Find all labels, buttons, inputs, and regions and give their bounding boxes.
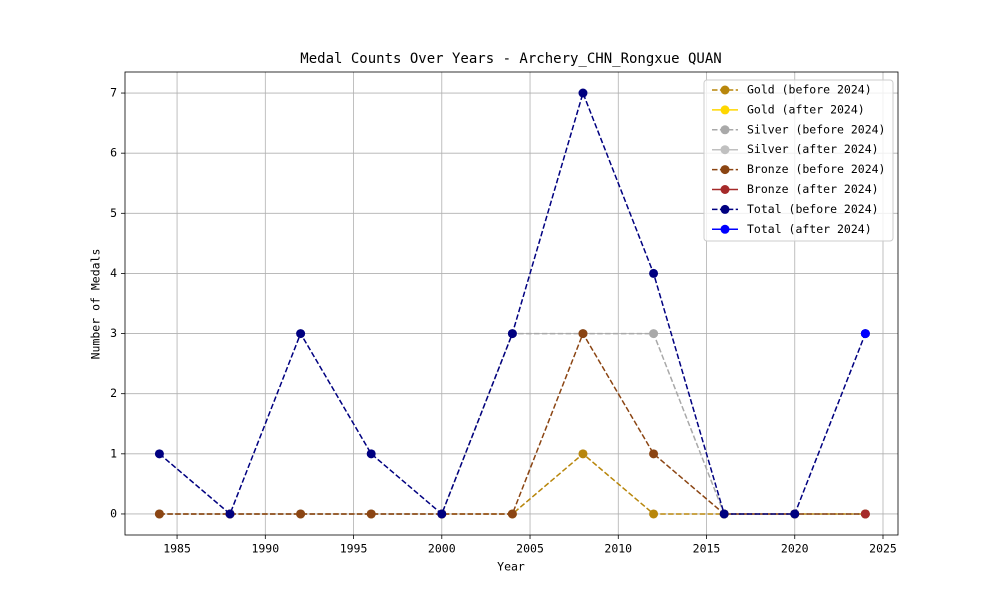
data-point	[507, 509, 517, 519]
legend-label: Bronze (after 2024)	[747, 182, 879, 196]
data-point	[366, 449, 376, 459]
legend-label: Silver (after 2024)	[747, 142, 879, 156]
x-tick-label: 2005	[516, 542, 544, 556]
legend-marker	[720, 85, 730, 95]
data-point	[578, 329, 588, 339]
data-point	[437, 509, 447, 519]
data-point	[578, 88, 588, 98]
legend-label: Total (after 2024)	[747, 222, 872, 236]
data-point	[154, 449, 164, 459]
y-tick-label: 0	[110, 506, 117, 520]
x-tick-label: 1990	[251, 542, 279, 556]
x-tick-label: 2020	[781, 542, 809, 556]
x-tick-label: 2015	[693, 542, 721, 556]
y-tick-label: 4	[110, 266, 117, 280]
data-point	[649, 329, 659, 339]
data-point	[649, 449, 659, 459]
data-point	[296, 509, 306, 519]
data-point	[719, 509, 729, 519]
legend-marker	[720, 204, 730, 214]
data-point	[860, 509, 870, 519]
data-point	[649, 509, 659, 519]
y-tick-label: 7	[110, 86, 117, 100]
x-tick-label: 1985	[163, 542, 191, 556]
data-point	[507, 329, 517, 339]
data-point	[649, 268, 659, 278]
data-point	[790, 509, 800, 519]
legend-marker	[720, 125, 730, 135]
legend-marker	[720, 105, 730, 115]
legend-label: Bronze (before 2024)	[747, 162, 885, 176]
y-tick-label: 5	[110, 206, 117, 220]
x-tick-label: 2025	[869, 542, 897, 556]
legend-marker	[720, 185, 730, 194]
legend-label: Total (before 2024)	[747, 202, 879, 216]
y-tick-label: 6	[110, 146, 117, 160]
y-tick-label: 3	[110, 326, 117, 340]
x-tick-label: 2000	[428, 542, 456, 556]
legend-label: Silver (before 2024)	[747, 122, 885, 136]
data-point	[860, 329, 870, 339]
legend-marker	[720, 145, 730, 155]
data-point	[225, 509, 235, 519]
legend-box	[703, 79, 894, 242]
data-point	[154, 509, 164, 519]
legend-label: Gold (after 2024)	[747, 102, 865, 116]
y-tick-label: 2	[110, 386, 117, 400]
legend-label: Gold (before 2024)	[747, 83, 872, 97]
x-tick-label: 2010	[604, 542, 632, 556]
y-axis-label: Number of Medals	[89, 249, 103, 360]
chart-title: Medal Counts Over Years - Archery_CHN_Ro…	[300, 51, 721, 67]
legend-marker	[720, 165, 730, 175]
data-point	[296, 329, 306, 339]
y-tick-label: 1	[110, 446, 117, 460]
x-axis-label: Year	[497, 560, 525, 574]
plot-frame	[124, 71, 899, 536]
data-point	[366, 509, 376, 519]
data-point	[578, 449, 588, 459]
x-tick-label: 1995	[340, 542, 368, 556]
legend-marker	[720, 224, 730, 234]
